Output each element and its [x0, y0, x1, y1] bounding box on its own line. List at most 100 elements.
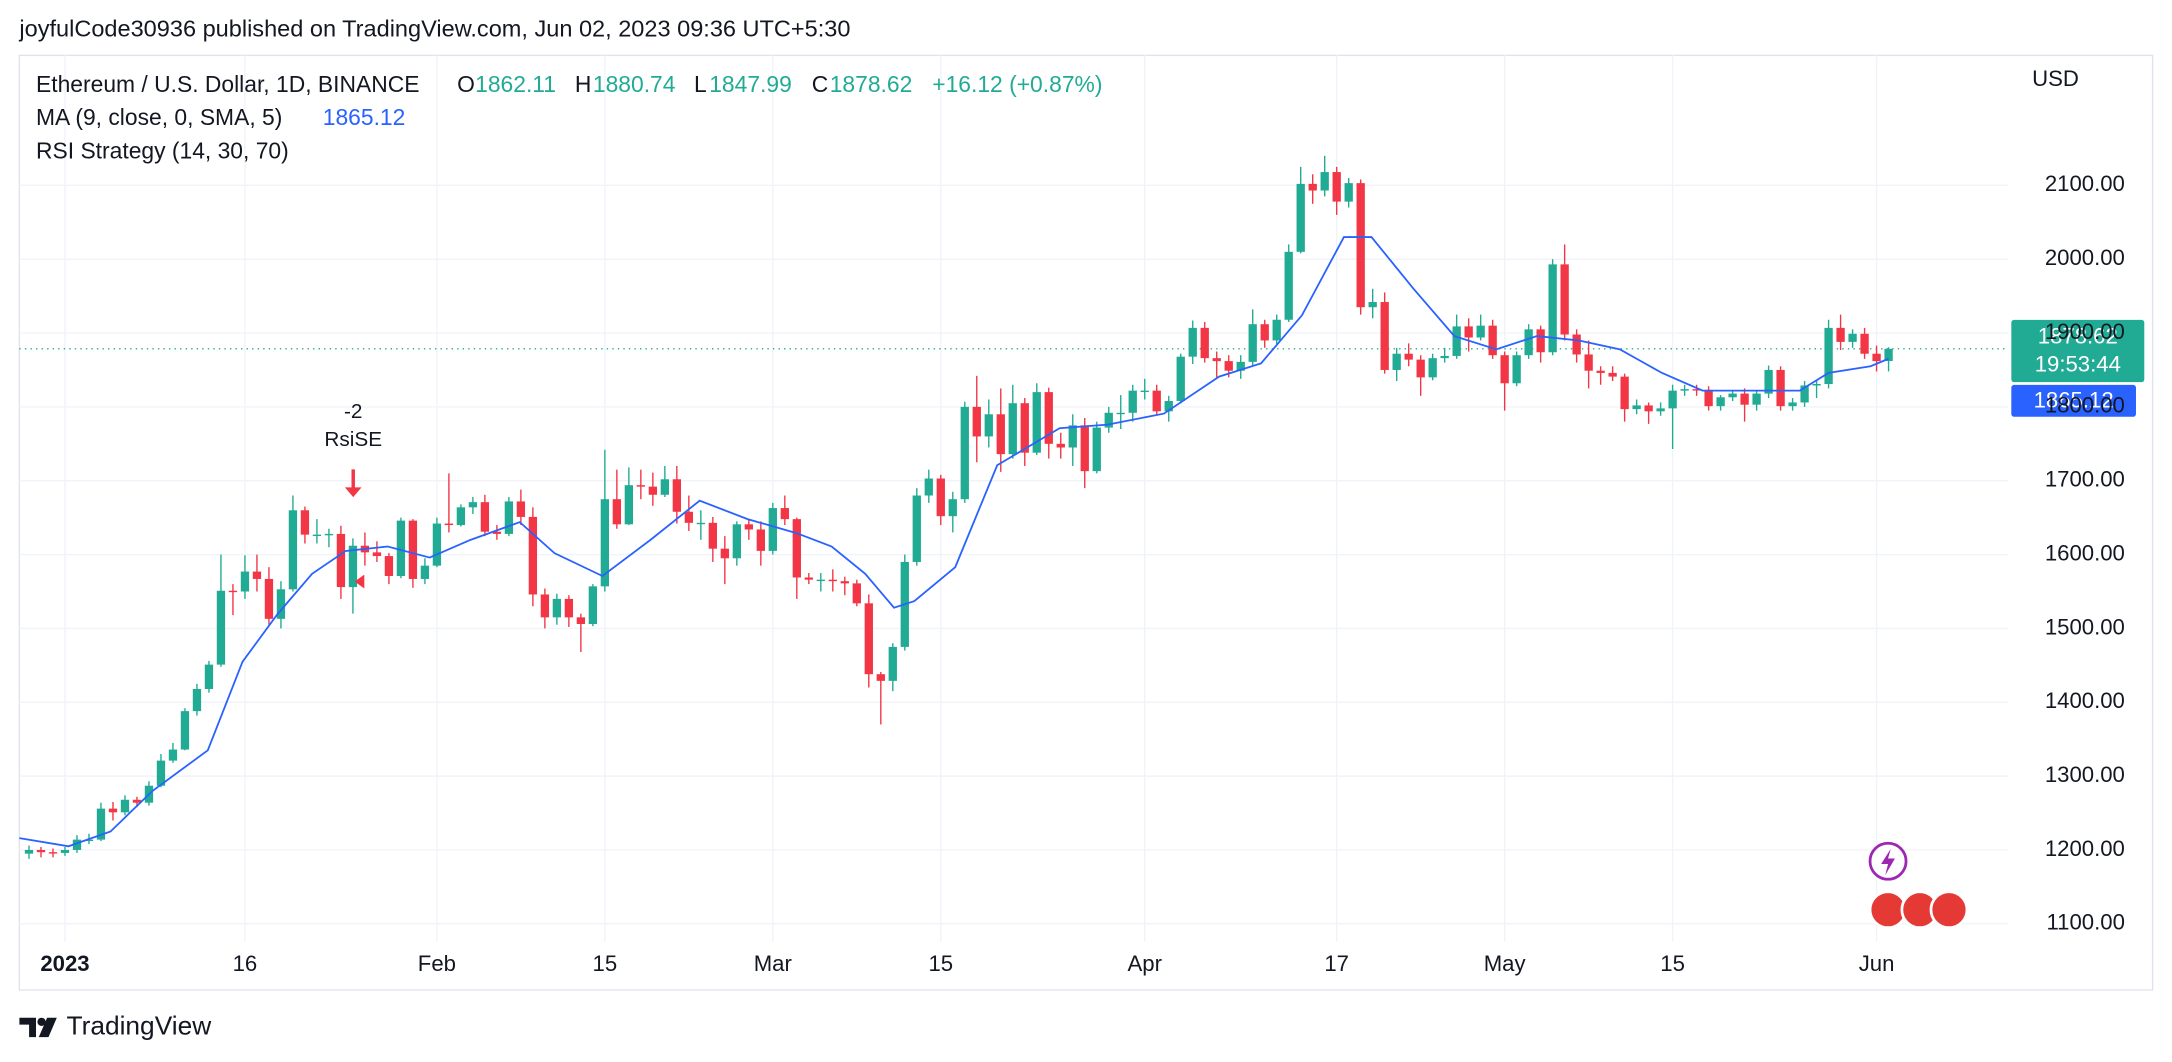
candle-body [1344, 183, 1353, 202]
candle-body [204, 664, 214, 689]
candle-body [792, 519, 801, 578]
candle-body [1632, 405, 1641, 410]
y-tick-label: 1100.00 [2046, 910, 2124, 935]
candle-body [1872, 353, 1881, 362]
candle-body [588, 586, 598, 624]
candle-body [1584, 354, 1593, 371]
candle-body [1368, 302, 1377, 308]
low-label: L [694, 71, 707, 97]
candle-body [1524, 329, 1533, 356]
candle-body [528, 516, 538, 595]
currency-label: USD [2032, 66, 2079, 91]
signal-label: RsiSE [324, 428, 382, 451]
candle-body [1728, 393, 1737, 398]
candle-body [852, 583, 861, 604]
candle-body [516, 501, 526, 517]
flag-icon[interactable] [1929, 890, 1969, 930]
candle-body [1188, 327, 1197, 357]
x-tick-label: 15 [928, 951, 953, 976]
candle-body [1668, 390, 1677, 409]
candle-body [504, 501, 514, 534]
candle-body [444, 523, 454, 526]
candle-body [1596, 370, 1605, 373]
change-value: +16.12 (+0.87%) [932, 71, 1102, 97]
candle-body [960, 406, 969, 500]
candle-body [816, 579, 825, 582]
candle-body [1020, 403, 1029, 453]
high-value: 1880.74 [593, 71, 676, 97]
candle-body [1452, 326, 1461, 356]
x-tick-label: 16 [233, 951, 258, 976]
candle-body [24, 849, 34, 854]
candle-body [1032, 392, 1041, 453]
candle-body [420, 565, 430, 579]
candle-body [1416, 359, 1425, 378]
signal-marker [354, 574, 365, 589]
candle-body [1572, 334, 1581, 355]
candle-body [936, 478, 945, 517]
candle-body [1116, 412, 1125, 415]
y-tick-label: 2000.00 [2045, 245, 2125, 270]
candle-body [684, 511, 693, 523]
signal-value: -2 [344, 400, 362, 423]
candle-body [1044, 392, 1053, 444]
candle-body [1248, 324, 1257, 362]
candle-body [120, 799, 130, 813]
candle-body [1512, 355, 1521, 384]
y-tick-label: 1300.00 [2045, 762, 2125, 787]
candle-body [1152, 390, 1161, 412]
close-value: 1878.62 [830, 71, 913, 97]
candle-body [540, 594, 550, 618]
x-tick-label: Apr [1128, 951, 1162, 976]
candle-body [384, 556, 394, 576]
candle-body [168, 749, 178, 761]
candle-body [1260, 324, 1269, 341]
candle-body [228, 590, 238, 593]
marks-layer [19, 155, 2009, 859]
candle-body [996, 414, 1005, 455]
last-price: 1878.62 [2038, 324, 2118, 349]
candle-body [1800, 385, 1809, 403]
candle-body [552, 598, 562, 618]
candle-body [564, 598, 574, 618]
x-tick-label: Mar [754, 951, 792, 976]
candle-body [1428, 358, 1437, 378]
candle-body [1092, 427, 1101, 472]
candle-body [672, 479, 682, 512]
candle-body [372, 552, 382, 557]
logo-part [19, 1017, 37, 1038]
candle-body [984, 414, 993, 437]
candle-body [1104, 412, 1113, 428]
candle-body [1056, 443, 1065, 448]
publisher-line: joyfulCode30936 published on TradingView… [18, 16, 850, 42]
candle-body [480, 502, 490, 532]
candle-body [1284, 251, 1293, 320]
candle-body [1692, 389, 1701, 391]
candle-body [456, 507, 466, 526]
candle-body [624, 485, 634, 525]
y-tick-label: 1500.00 [2045, 614, 2125, 639]
candle-body [1860, 333, 1869, 354]
candle-body [1500, 355, 1509, 384]
candle-body [1848, 333, 1857, 342]
candle-body [1080, 425, 1089, 472]
y-tick-label: 1900.00 [2045, 319, 2125, 344]
candle-body [252, 571, 262, 579]
candle-body [840, 581, 849, 584]
candle-body [288, 510, 298, 590]
candle-body [600, 499, 610, 587]
candle-body [312, 534, 322, 537]
candle-body [864, 603, 873, 675]
high-label: H [575, 71, 592, 97]
candle-body [192, 688, 202, 712]
candle-body [1128, 390, 1137, 413]
y-tick-label: 1700.00 [2045, 467, 2125, 492]
candle-body [1068, 425, 1077, 448]
candle-body [108, 808, 118, 813]
candle-body [432, 523, 442, 566]
candle-body [744, 524, 753, 530]
candle-body [1656, 408, 1665, 412]
candle-body [888, 646, 897, 681]
candle-body [876, 674, 885, 681]
